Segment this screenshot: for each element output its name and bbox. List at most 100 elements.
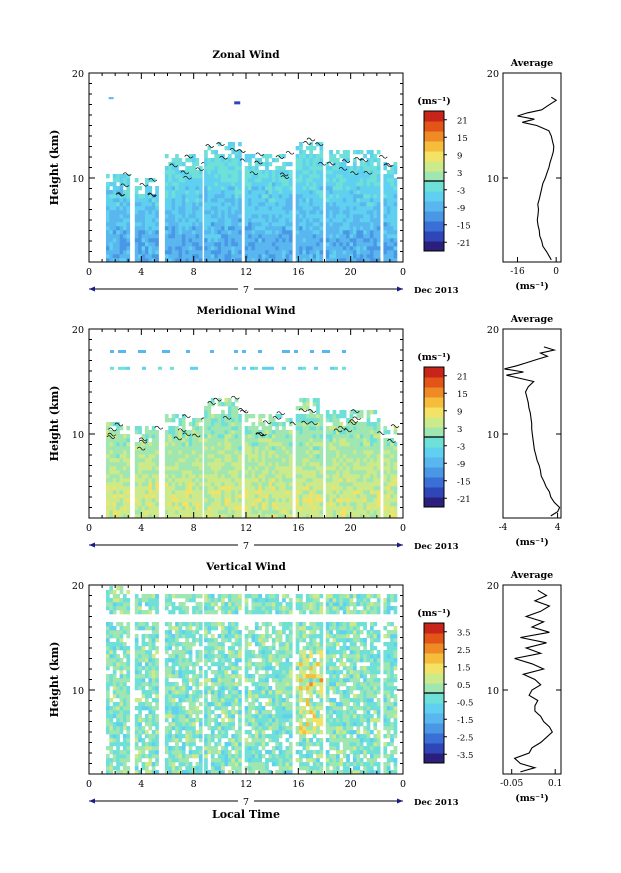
heatmap-cell [227,146,232,151]
heatmap-cell [353,190,357,195]
heatmap-cell [126,646,131,651]
heatmap-cell [312,250,317,255]
heatmap-cell [138,430,142,435]
heatmap-cell [353,506,357,511]
heatmap-cell [258,446,262,451]
heatmap-cell [168,766,172,771]
date-label: Dec 2013 [414,286,459,296]
contour-line [279,172,289,177]
heatmap-cell [134,602,139,607]
contour-line [115,192,125,197]
heatmap-cell [231,482,235,487]
heatmap-cell [346,438,350,443]
heatmap-cell [145,682,149,687]
heatmap-cell [363,466,367,471]
heatmap-cell [210,230,215,235]
heatmap-cell [155,254,159,259]
heatmap-cell [370,450,374,455]
heatmap-cell [145,650,149,655]
contour-line [154,425,164,430]
heatmap-cell [332,178,337,183]
heatmap-cell [312,402,317,407]
heatmap-cell [265,218,269,223]
heatmap-cell [151,678,156,683]
heatmap-cell [214,238,218,243]
heatmap-cell [116,202,120,207]
heatmap-cell [207,510,212,515]
heatmap-cell [227,162,232,167]
heatmap-cell [185,186,189,191]
heatmap-cell [181,258,186,263]
heatmap-cell [148,214,153,219]
heatmap-cell [112,218,117,223]
heatmap-cell [254,470,259,475]
heatmap-cell [265,206,269,211]
heatmap-cell [299,202,303,207]
heatmap-cell [366,190,371,195]
heatmap-cell [231,186,235,191]
heatmap-cell [178,490,183,495]
heatmap-cell [342,494,347,499]
heatmap-cell [268,502,273,507]
heatmap-cell [319,434,324,439]
heatmap-cell [192,478,196,483]
heatmap-cell [227,426,232,431]
heatmap-cell [370,506,374,511]
heatmap-cell [168,254,172,259]
heatmap-cell [168,238,172,243]
heatmap-cell [106,598,110,603]
heatmap-cell [238,210,242,215]
heatmap-cell [275,502,279,507]
contour-line [350,171,359,175]
heatmap-cell [138,226,142,231]
heatmap-cell [145,634,149,639]
heatmap-cell [168,258,172,263]
heatmap-cell [178,434,183,439]
heatmap-cell [168,182,172,187]
heatmap-cell [151,446,156,451]
heatmap-cell [329,158,333,163]
heatmap-cell [268,466,273,471]
heatmap-cell [221,198,225,203]
heatmap-cell [275,202,279,207]
heatmap-cell [141,194,146,199]
heatmap-cell [325,254,330,259]
heatmap-cell [234,410,239,415]
heatmap-cell [373,442,378,447]
heatmap-cell [145,610,149,615]
heatmap-cell [185,454,189,459]
heatmap-cell [175,258,179,263]
heatmap-cell [155,510,159,515]
heatmap-cell [227,206,232,211]
heatmap-cell [214,442,218,447]
average-x-tick-label: 4 [555,523,561,533]
heatmap-cell [332,418,337,423]
heatmap-cell [309,486,313,491]
heatmap-cell [336,238,340,243]
heatmap-cell [141,626,146,631]
heatmap-cell [316,214,320,219]
heatmap-cell [336,454,340,459]
heatmap-cell [302,234,307,239]
heatmap-cell [244,450,249,455]
heatmap-cell [278,490,283,495]
heatmap-cell [261,494,266,499]
heatmap-cell [195,434,200,439]
heatmap-cell [175,510,179,515]
heatmap-cell [138,234,142,239]
heatmap-cell [299,170,303,175]
heatmap-cell [376,426,381,431]
heatmap-cell [227,246,232,251]
heatmap-cell [288,254,293,259]
heatmap-cell [319,186,324,191]
heatmap-cell [342,458,347,463]
heatmap-cell [116,210,120,215]
heatmap-cell [285,470,290,475]
heatmap-cell [188,422,193,427]
heatmap-cell [353,498,357,503]
heatmap-cell [342,486,347,491]
heatmap-cell [366,258,371,263]
heatmap-cell [359,442,364,447]
heatmap-cell [155,638,159,643]
